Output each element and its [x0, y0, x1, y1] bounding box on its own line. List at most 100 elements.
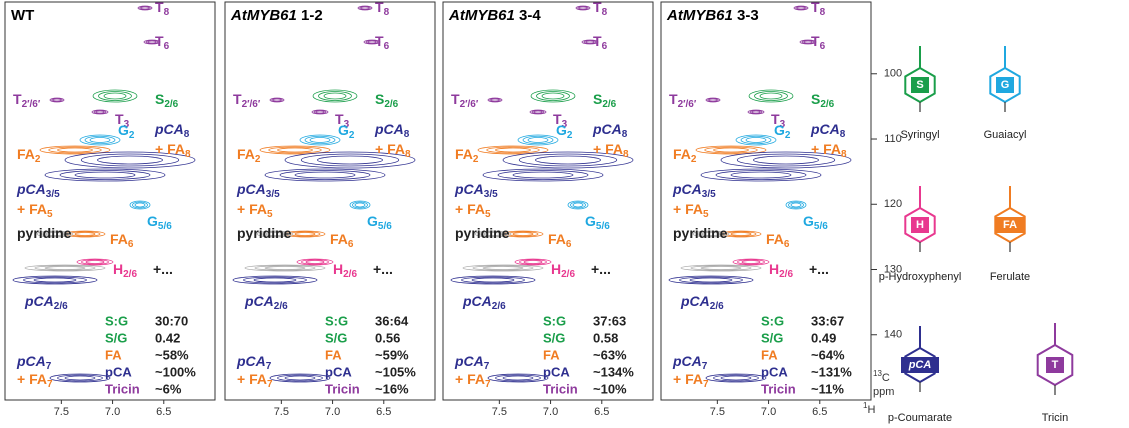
peak-sub: 2/6: [602, 99, 616, 110]
peak-base: pCA: [462, 293, 492, 309]
metric-value: 0.49: [811, 330, 836, 345]
peak-base: + FA: [17, 201, 47, 217]
peak-label: pCA2/6: [24, 293, 68, 312]
peak-base: pyridine: [455, 225, 510, 241]
peak-sub: 6: [348, 239, 354, 250]
peak-label: pyridine: [17, 225, 72, 241]
metric-value: ~64%: [811, 347, 845, 362]
peak-sub: 2/6: [164, 99, 178, 110]
metric-label: S:G: [543, 313, 566, 328]
peak-base: S: [811, 91, 820, 107]
peak-base: pCA: [236, 353, 266, 369]
peak-base: FA: [548, 231, 566, 247]
peak-base: pCA: [154, 121, 184, 137]
x-base: H: [867, 404, 875, 416]
contour: [285, 376, 315, 380]
contour: [306, 261, 324, 264]
peak-base: +...: [373, 261, 393, 277]
peak-label: T2′/6′: [669, 91, 697, 110]
peak-sub: 8: [820, 7, 826, 18]
peak-base: + FA: [17, 371, 47, 387]
y-tick-label: 100: [884, 68, 902, 80]
metric-value: ~11%: [811, 381, 844, 396]
metric-label: pCA: [543, 364, 570, 379]
peak-base: pCA: [810, 121, 840, 137]
ring-label: pCA: [908, 359, 932, 371]
peak-label: T8: [155, 0, 170, 18]
peak-sub: 2: [255, 154, 261, 165]
metric-label: S/G: [543, 330, 565, 345]
panel-title: AtMYB61 3-3: [666, 7, 759, 24]
metric-value: ~105%: [375, 364, 416, 379]
peak-base: pCA: [24, 293, 54, 309]
peak-label: G2: [556, 122, 573, 141]
peak-sub: 5: [47, 209, 53, 220]
contour: [752, 111, 760, 113]
peak-label: pCA8: [810, 121, 846, 140]
peak-sub: 2/6: [561, 269, 575, 280]
x-tick-label: 7.0: [543, 406, 558, 418]
peak-sub: 6: [820, 41, 826, 52]
line-name: 3-4: [519, 7, 541, 24]
peak-label: S2/6: [811, 91, 835, 110]
contour: [731, 172, 791, 178]
peak-base: pyridine: [673, 225, 728, 241]
peak-base: pCA: [592, 121, 622, 137]
metric-value: 36:64: [375, 313, 409, 328]
peak-label: pCA8: [374, 121, 410, 140]
structure-name: Ferulate: [990, 271, 1030, 283]
peak-sub: 2: [35, 154, 41, 165]
peak-base: + FA: [237, 371, 267, 387]
contour: [714, 148, 749, 152]
peak-base: pCA: [244, 293, 274, 309]
peak-base: + FA: [455, 371, 485, 387]
contour: [580, 7, 587, 9]
structure-name: p-Coumarate: [888, 412, 952, 424]
peak-base: +...: [153, 261, 173, 277]
peak-base: + FA: [673, 371, 703, 387]
y-tick-label: 110: [884, 133, 902, 145]
contour: [483, 267, 523, 270]
y-unit: ppm: [873, 386, 894, 398]
metric-label: FA: [105, 347, 122, 362]
contour: [310, 138, 330, 143]
peak-label: pCA2/6: [680, 293, 724, 312]
genotype: AtMYB61: [666, 7, 733, 24]
ring-label: G: [1001, 79, 1010, 91]
contour: [721, 376, 751, 380]
peak-sub: 7: [47, 379, 53, 390]
peak-sub: 8: [164, 7, 170, 18]
peak-sub: 2/6: [710, 301, 724, 312]
contour: [90, 138, 110, 143]
contour: [710, 99, 717, 101]
peak-base: +...: [591, 261, 611, 277]
x-tick-label: 7.0: [761, 406, 776, 418]
peak-label: T2′/6′: [451, 91, 479, 110]
structure-name: Guaiacyl: [984, 129, 1027, 141]
peak-label: T6: [811, 33, 826, 52]
peak-sub: 2′/6′: [678, 99, 697, 110]
peak-sub: 2′/6′: [460, 99, 479, 110]
peak-sub: 8: [384, 7, 390, 18]
peak-sub: 7: [267, 379, 273, 390]
metric-value: 37:63: [593, 313, 626, 328]
peak-label: G5/6: [803, 213, 828, 232]
peak-base: G: [556, 122, 567, 138]
peak-label: T6: [155, 33, 170, 52]
peak-base: +...: [809, 261, 829, 277]
contour: [573, 203, 583, 207]
peak-label: T8: [593, 0, 608, 18]
peak-sub: 2: [785, 130, 791, 141]
peak-base: FA: [455, 146, 473, 162]
peak-sub: 2/6: [343, 269, 357, 280]
contour: [324, 93, 346, 99]
peak-base: G: [147, 213, 158, 229]
x-tick-label: 6.5: [156, 406, 171, 418]
peak-label: + FA5: [673, 201, 709, 220]
peak-label: H2/6: [333, 261, 357, 280]
x-tick-label: 7.0: [325, 406, 340, 418]
metric-value: ~63%: [593, 347, 627, 362]
contour: [96, 111, 104, 113]
contour: [524, 261, 542, 264]
peak-base: H: [551, 261, 561, 277]
